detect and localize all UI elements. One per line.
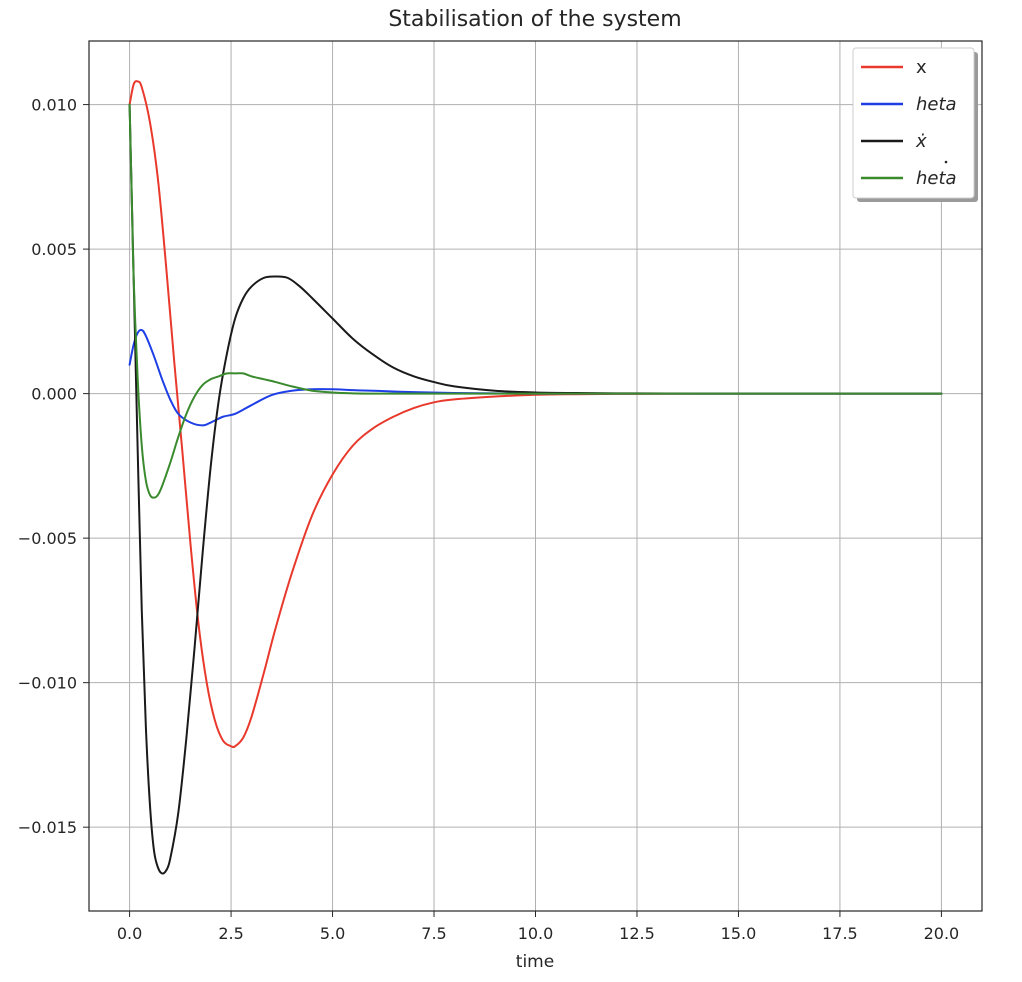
derivative-dot-mark (944, 160, 948, 164)
x-tick-label: 2.5 (218, 924, 243, 943)
y-tick-label: −0.010 (18, 674, 77, 693)
series-line-x-dot (128, 103, 943, 875)
legend-box (852, 47, 975, 199)
x-tick-label: 17.5 (822, 924, 858, 943)
legend-label: x (916, 57, 927, 78)
x-axis-ticks: 0.0 2.5 5.0 7.5 10.0 12.5 15.0 17.5 20.0 (117, 911, 959, 943)
y-tick-label: 0.000 (31, 385, 77, 404)
x-tick-label: 10.0 (518, 924, 554, 943)
x-tick-label: 12.5 (619, 924, 655, 943)
chart-title: Stabilisation of the system (388, 7, 681, 32)
x-tick-label: 7.5 (421, 924, 446, 943)
legend-items: x heta ẋ heta (861, 57, 957, 189)
x-axis-label: time (516, 952, 554, 972)
legend-label: ẋ (915, 131, 927, 152)
y-tick-label: −0.015 (18, 818, 77, 837)
legend-entry-theta-dot: heta (861, 160, 957, 189)
x-tick-label: 15.0 (721, 924, 757, 943)
series-group (128, 80, 943, 875)
legend-label: heta (916, 94, 957, 115)
y-tick-label: −0.005 (18, 529, 77, 548)
x-tick-label: 20.0 (924, 924, 960, 943)
y-tick-label: 0.010 (31, 96, 77, 115)
legend-entry-theta: heta (861, 94, 957, 115)
legend-entry-x: x (861, 57, 927, 78)
x-tick-label: 0.0 (117, 924, 142, 943)
y-tick-label: 0.005 (31, 240, 77, 259)
series-line-theta-dot (128, 103, 943, 499)
x-tick-label: 5.0 (320, 924, 345, 943)
legend-label: heta (916, 168, 957, 189)
y-axis-ticks: 0.010 0.005 0.000 −0.005 −0.010 −0.015 (18, 96, 89, 837)
legend: x heta ẋ heta (852, 47, 978, 202)
legend-entry-x-dot: ẋ (861, 131, 927, 152)
